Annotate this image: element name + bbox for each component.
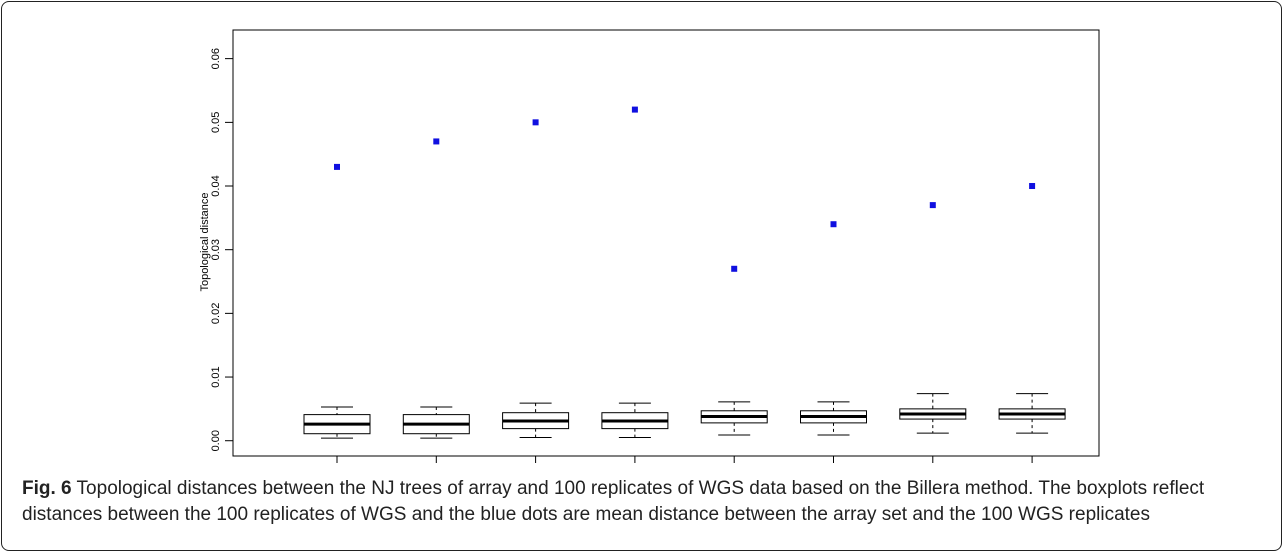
y-tick-label: 0.00 — [210, 430, 222, 451]
y-tick-label: 0.06 — [210, 48, 222, 69]
mean-point — [830, 221, 837, 228]
boxplot-chart: 0.00 0.01 0.02 0.03 0.04 0.05 0.06 Topological … — [199, 29, 1100, 463]
mean-point — [731, 265, 738, 272]
caption-label: Fig. 6 — [22, 478, 72, 499]
caption-text: Topological distances between the NJ tre… — [22, 478, 1205, 525]
plot-box — [232, 29, 1100, 457]
mean-point — [631, 106, 638, 113]
y-tick-label: 0.01 — [210, 366, 222, 387]
mean-point — [1029, 183, 1036, 190]
y-tick-label: 0.04 — [210, 175, 222, 196]
mean-point — [532, 119, 539, 126]
y-tick-label: 0.05 — [210, 112, 222, 133]
mean-point — [929, 202, 936, 209]
y-tick-label: 0.03 — [210, 239, 222, 260]
y-axis-label: Topological distance — [199, 192, 211, 291]
mean-point — [433, 138, 440, 145]
y-tick-label: 0.02 — [210, 303, 222, 324]
figure-caption: Fig. 6 Topological distances between the… — [22, 476, 1267, 528]
mean-point — [334, 163, 340, 170]
